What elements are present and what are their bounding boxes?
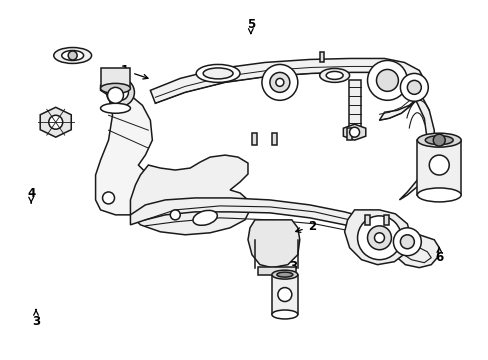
Ellipse shape <box>203 68 233 79</box>
Polygon shape <box>344 210 410 265</box>
Circle shape <box>262 64 297 100</box>
Text: 5: 5 <box>246 18 254 34</box>
Bar <box>101 68 130 88</box>
Ellipse shape <box>101 103 130 113</box>
Circle shape <box>376 69 398 91</box>
Circle shape <box>393 228 421 256</box>
Polygon shape <box>150 58 427 120</box>
Ellipse shape <box>319 68 349 82</box>
Polygon shape <box>95 85 152 215</box>
Bar <box>364 215 369 225</box>
Circle shape <box>277 288 291 302</box>
Bar <box>258 267 295 275</box>
Ellipse shape <box>325 71 343 80</box>
Ellipse shape <box>425 136 452 145</box>
Bar <box>271 133 276 145</box>
Circle shape <box>275 78 283 86</box>
Bar <box>416 140 460 195</box>
Polygon shape <box>399 95 433 200</box>
Circle shape <box>112 84 128 100</box>
Circle shape <box>107 87 123 103</box>
Circle shape <box>428 155 448 175</box>
Ellipse shape <box>271 270 297 279</box>
Polygon shape <box>130 198 438 268</box>
Circle shape <box>269 72 289 92</box>
Bar <box>251 133 256 145</box>
Text: 3: 3 <box>276 260 297 273</box>
Circle shape <box>170 210 180 220</box>
Text: 4: 4 <box>27 187 35 203</box>
Circle shape <box>367 226 390 250</box>
Ellipse shape <box>271 310 297 319</box>
Text: 2: 2 <box>295 220 315 233</box>
Circle shape <box>102 192 114 204</box>
Ellipse shape <box>416 188 460 202</box>
Circle shape <box>432 134 444 146</box>
Ellipse shape <box>193 210 217 225</box>
Circle shape <box>400 73 427 101</box>
Circle shape <box>367 60 407 100</box>
Ellipse shape <box>196 64 240 82</box>
Bar <box>319 53 323 62</box>
Circle shape <box>407 80 421 94</box>
Ellipse shape <box>276 272 292 277</box>
Polygon shape <box>130 155 249 235</box>
Bar <box>348 80 360 135</box>
Text: 6: 6 <box>434 247 443 264</box>
Circle shape <box>68 51 77 60</box>
Circle shape <box>400 235 413 249</box>
Circle shape <box>106 78 134 106</box>
Text: 3: 3 <box>32 310 40 328</box>
Text: 1: 1 <box>121 64 148 79</box>
Bar <box>271 275 297 315</box>
Circle shape <box>357 216 401 260</box>
Ellipse shape <box>61 50 83 60</box>
Bar <box>346 128 351 140</box>
Ellipse shape <box>101 84 130 93</box>
Ellipse shape <box>54 48 91 63</box>
Polygon shape <box>40 107 71 137</box>
Polygon shape <box>247 220 299 268</box>
Circle shape <box>349 127 359 137</box>
Circle shape <box>49 115 62 129</box>
Polygon shape <box>343 124 365 140</box>
Circle shape <box>374 233 384 243</box>
Bar <box>384 215 388 225</box>
Ellipse shape <box>416 133 460 147</box>
